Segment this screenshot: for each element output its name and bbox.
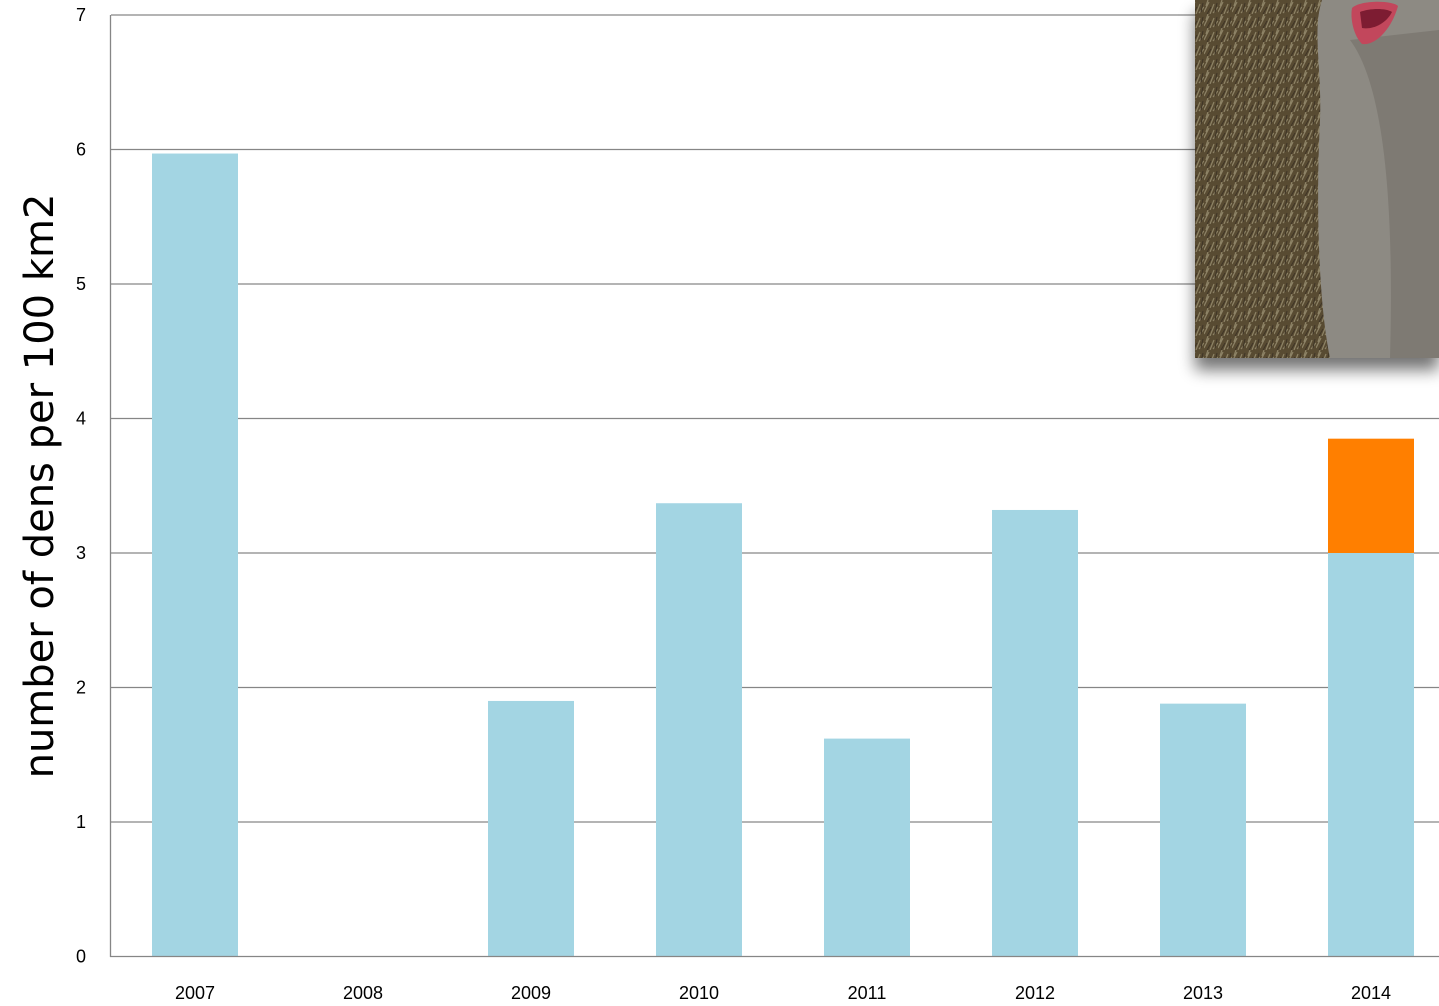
- y-tick-labels: 0 1 2 3 4 5 6 7: [76, 5, 86, 967]
- fox-photo: [1195, 0, 1439, 358]
- bar-2013-series-1: [1160, 703, 1246, 957]
- y-tick-label: 6: [76, 140, 86, 160]
- bar-2009-series-1: [488, 700, 574, 957]
- y-tick-label: 4: [76, 409, 86, 429]
- y-tick-label: 3: [76, 543, 86, 563]
- y-tick-label: 2: [76, 678, 86, 698]
- bar-2012-series-1: [992, 509, 1078, 957]
- bar-2010-series-1: [656, 503, 742, 957]
- x-tick-label: 2013: [1183, 983, 1223, 1003]
- x-tick-label: 2007: [175, 983, 215, 1003]
- gridlines: [111, 14, 1439, 823]
- bars: [152, 153, 1414, 957]
- x-tick-label: 2014: [1351, 983, 1391, 1003]
- axes: [109, 15, 1439, 958]
- x-tick-label: 2009: [511, 983, 551, 1003]
- y-tick-label: 5: [76, 274, 86, 294]
- y-axis-title: number of dens per 100 km2: [17, 194, 63, 779]
- bar-2014-series-1: [1328, 553, 1414, 957]
- bar-2011-series-1: [824, 738, 910, 957]
- x-tick-labels: 2007 2008 2009 2010 2011 2012 2013 2014: [175, 983, 1391, 1003]
- bar-2014-series-2: [1328, 438, 1414, 553]
- x-tick-label: 2010: [679, 983, 719, 1003]
- x-tick-label: 2008: [343, 983, 383, 1003]
- y-tick-label: 7: [76, 5, 86, 25]
- bar-2007-series-1: [152, 153, 238, 957]
- x-tick-label: 2012: [1015, 983, 1055, 1003]
- y-tick-label: 0: [76, 947, 86, 967]
- x-tick-label: 2011: [848, 983, 887, 1003]
- y-tick-label: 1: [76, 812, 86, 832]
